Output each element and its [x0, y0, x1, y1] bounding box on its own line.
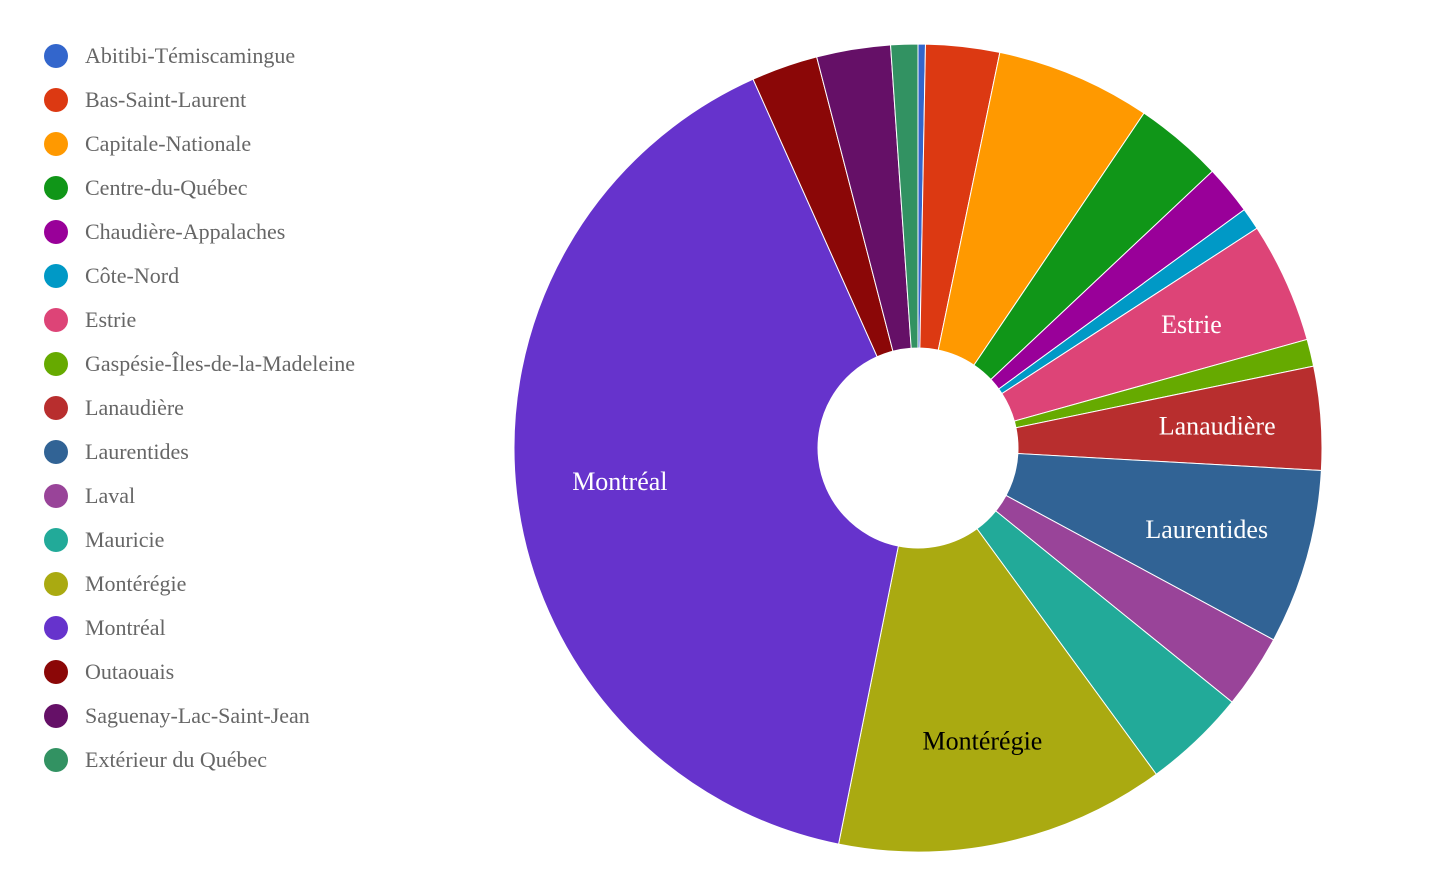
legend-swatch [44, 748, 68, 772]
legend-swatch [44, 352, 68, 376]
legend-label: Montréal [85, 615, 166, 640]
legend-label: Laval [85, 483, 136, 508]
legend-item-cote-nord[interactable]: Côte-Nord [44, 254, 464, 298]
legend-swatch [44, 132, 68, 156]
legend-swatch [44, 176, 68, 200]
legend-swatch [44, 396, 68, 420]
legend-label: Côte-Nord [85, 263, 180, 288]
legend-label: Mauricie [85, 527, 165, 552]
legend-item-capitale-nationale[interactable]: Capitale-Nationale [44, 122, 464, 166]
legend-label: Lanaudière [85, 395, 184, 420]
legend-item-outaouais[interactable]: Outaouais [44, 650, 464, 694]
legend-label: Extérieur du Québec [85, 747, 268, 772]
legend-item-laval[interactable]: Laval [44, 474, 464, 518]
legend-label: Chaudière-Appalaches [85, 219, 286, 244]
slice-label-laurentides: Laurentides [1145, 515, 1268, 544]
legend-label: Bas-Saint-Laurent [85, 87, 247, 112]
legend-swatch [44, 616, 68, 640]
slice-laurentides[interactable] [1005, 453, 1322, 641]
legend-label: Outaouais [85, 659, 175, 684]
legend: Abitibi-Témiscamingue Bas-Saint-Laurent Ca… [44, 34, 464, 782]
legend-swatch [44, 440, 68, 464]
legend-item-montreal[interactable]: Montréal [44, 606, 464, 650]
legend-swatch [44, 704, 68, 728]
legend-swatch [44, 308, 68, 332]
legend-label: Estrie [85, 307, 137, 332]
slice-label-lanaudiere: Lanaudière [1159, 411, 1276, 440]
legend-swatch [44, 264, 68, 288]
legend-item-saguenay-lac-saint-jean[interactable]: Saguenay-Lac-Saint-Jean [44, 694, 464, 738]
slice-label-estrie: Estrie [1161, 310, 1222, 339]
legend-item-exterieur-du-quebec[interactable]: Extérieur du Québec [44, 738, 464, 782]
slice-exterieur-du-quebec[interactable] [890, 43, 919, 349]
legend-label: Abitibi-Témiscamingue [85, 43, 296, 68]
legend-swatch [44, 484, 68, 508]
legend-label: Centre-du-Québec [85, 175, 248, 200]
slice-capitale-nationale[interactable] [937, 51, 1145, 366]
legend-swatch [44, 528, 68, 552]
legend-label: Capitale-Nationale [85, 131, 252, 156]
legend-item-chaudiere-appalaches[interactable]: Chaudière-Appalaches [44, 210, 464, 254]
legend-swatch [44, 220, 68, 244]
slice-label-monteregie: Montérégie [923, 726, 1043, 755]
legend-item-estrie[interactable]: Estrie [44, 298, 464, 342]
legend-item-laurentides[interactable]: Laurentides [44, 430, 464, 474]
legend-label: Laurentides [85, 439, 189, 464]
legend-label: Montérégie [85, 571, 187, 596]
slices-group [513, 43, 1323, 853]
legend-label: Saguenay-Lac-Saint-Jean [85, 703, 310, 728]
slice-monteregie[interactable] [837, 528, 1157, 853]
legend-item-abitibi-temiscamingue[interactable]: Abitibi-Témiscamingue [44, 34, 464, 78]
legend-label: Gaspésie-Îles-de-la-Madeleine [85, 351, 355, 376]
legend-swatch [44, 660, 68, 684]
slice-montreal[interactable] [513, 78, 899, 845]
legend-swatch [44, 572, 68, 596]
legend-item-monteregie[interactable]: Montérégie [44, 562, 464, 606]
legend-item-gaspesie-iles-de-la-madeleine[interactable]: Gaspésie-Îles-de-la-Madeleine [44, 342, 464, 386]
legend-item-bas-saint-laurent[interactable]: Bas-Saint-Laurent [44, 78, 464, 122]
slice-labels-group: Estrie Lanaudière Laurentides Montérégie Mon… [572, 310, 1275, 755]
legend-item-centre-du-quebec[interactable]: Centre-du-Québec [44, 166, 464, 210]
legend-item-mauricie[interactable]: Mauricie [44, 518, 464, 562]
slice-label-montreal: Montréal [572, 467, 667, 496]
legend-swatch [44, 44, 68, 68]
legend-swatch [44, 88, 68, 112]
legend-item-lanaudiere[interactable]: Lanaudière [44, 386, 464, 430]
